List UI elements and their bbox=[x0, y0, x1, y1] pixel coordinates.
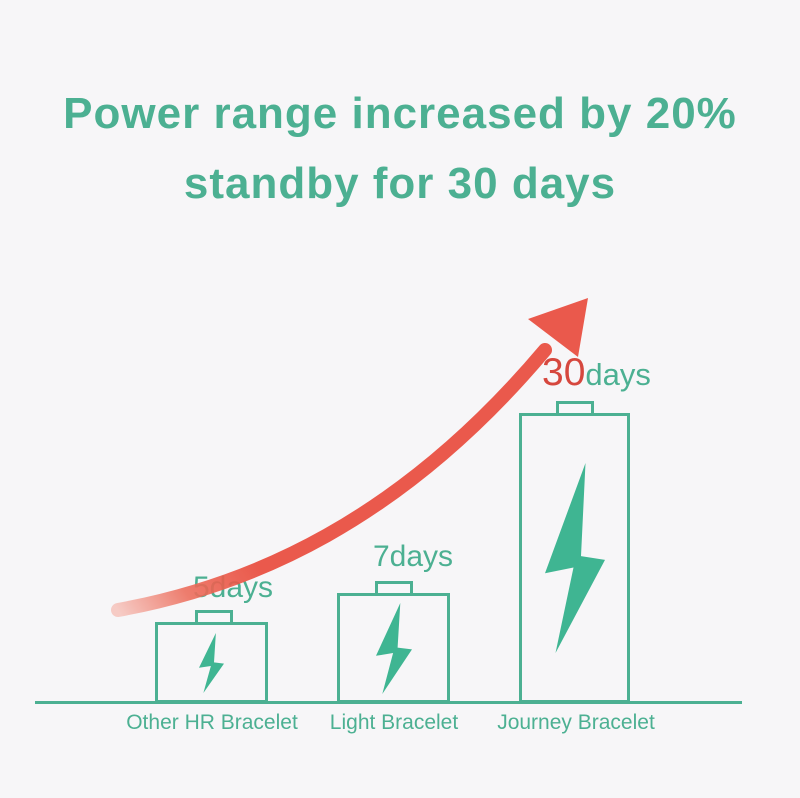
category-label-other-hr-bracelet: Other HR Bracelet bbox=[126, 711, 298, 734]
axis-baseline bbox=[35, 701, 742, 704]
value-label-5days: 5days bbox=[193, 573, 273, 603]
battery-icon-small bbox=[155, 622, 268, 703]
value-number: 7 bbox=[372, 540, 390, 573]
value-unit: days bbox=[585, 357, 651, 392]
lightning-bolt-icon bbox=[375, 602, 412, 694]
category-label-journey-bracelet: Journey Bracelet bbox=[497, 711, 655, 734]
battery-icon-large bbox=[519, 413, 630, 703]
value-label-30days: 30days bbox=[542, 353, 651, 392]
page-subtitle: standby for 30 days bbox=[183, 159, 617, 208]
value-number: 5 bbox=[192, 571, 210, 604]
page-title: Power range increased by 20% bbox=[63, 89, 737, 138]
value-label-7days: 7days bbox=[373, 542, 453, 572]
value-unit: days bbox=[209, 571, 274, 604]
lightning-bolt-icon bbox=[199, 632, 224, 693]
value-number: 30 bbox=[542, 351, 586, 394]
value-unit: days bbox=[389, 540, 454, 573]
category-label-light-bracelet: Light Bracelet bbox=[329, 711, 459, 734]
lightning-bolt-icon bbox=[544, 463, 605, 653]
battery-icon-medium bbox=[337, 593, 450, 703]
